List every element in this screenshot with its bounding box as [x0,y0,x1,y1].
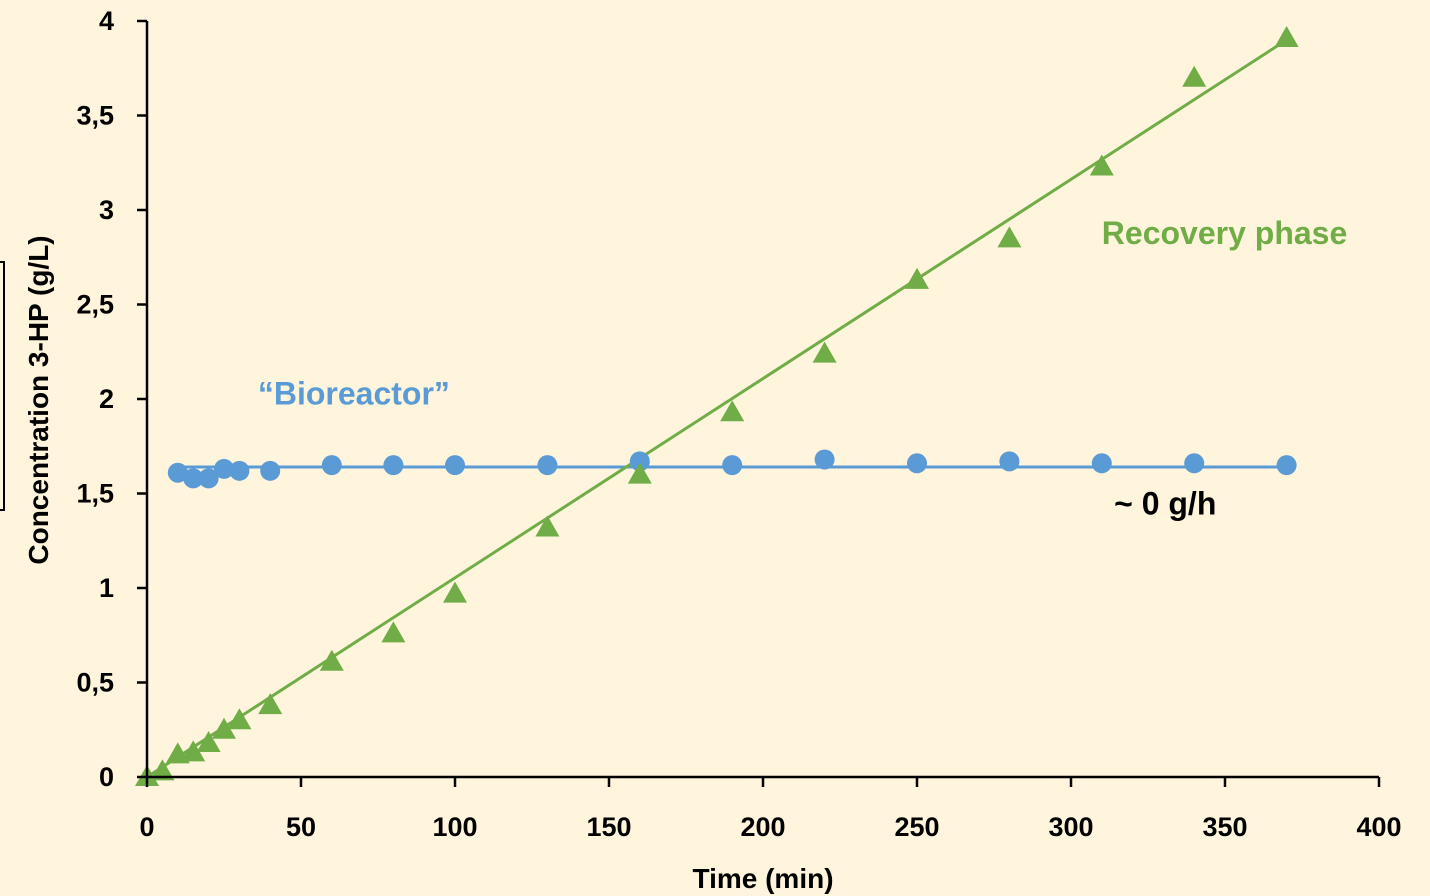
y-tick-label: 2,5 [76,290,114,320]
data-point-circle [999,451,1020,472]
data-point-triangle [627,462,652,484]
x-tick-label: 350 [1202,812,1247,842]
data-point-triangle [227,708,252,730]
x-tick-label: 300 [1048,812,1093,842]
data-point-triangle [443,581,467,603]
y-tick-label: 0 [99,762,114,792]
clipped-frame-left [0,261,5,511]
x-axis-title: Time (min) [692,863,833,894]
data-point-triangle [1182,65,1207,87]
data-point-triangle [258,693,283,715]
y-tick-label: 3,5 [76,101,114,131]
data-point-triangle [150,759,175,781]
x-tick-label: 100 [432,812,477,842]
data-point-circle [1276,455,1297,476]
data-point-circle [260,460,281,481]
points-layer [135,26,1299,786]
data-point-circle [229,460,250,481]
data-point-circle [722,455,743,476]
data-point-circle [445,455,465,476]
trendline-series-2 [146,38,1288,779]
data-point-circle [629,451,650,472]
data-point-triangle [381,621,406,643]
data-point-circle [537,455,558,476]
x-tick-label: 400 [1356,812,1401,842]
data-point-triangle [905,267,929,289]
data-point-triangle [1274,26,1299,48]
x-tick-label: 200 [740,812,785,842]
data-point-triangle [812,341,837,363]
data-point-circle [1184,453,1205,474]
y-tick-label: 1,5 [76,479,114,509]
data-point-circle [167,462,188,483]
x-tick-label: 250 [894,812,939,842]
data-point-circle [1091,453,1112,474]
data-point-circle [814,449,835,470]
y-tick-label: 3 [99,195,114,225]
data-point-triangle [535,515,560,537]
data-point-circle [214,458,234,479]
data-point-circle [383,455,404,476]
data-point-circle [321,455,342,476]
y-tick-label: 1 [99,573,114,603]
data-point-triangle [720,400,745,422]
annotation-label: “Bioreactor” [258,376,450,412]
data-point-triangle [212,717,236,739]
x-tick-label: 0 [139,812,154,842]
data-point-circle [907,453,927,474]
data-point-circle [198,468,219,489]
y-axis-title: Concentration 3-HP (g/L) [23,235,54,564]
data-point-triangle [196,730,221,752]
annotation-label: ~ 0 g/h [1114,485,1216,521]
data-point-triangle [319,649,344,671]
y-tick-label: 0,5 [76,668,114,698]
y-tick-label: 4 [99,6,114,36]
annotation-label: Recovery phase [1102,215,1347,251]
axes-layer: 0 0,5 1 1,5 2 2,5 3 3,5 4 0 50 100 150 200 250 300 350 40… [76,6,1401,842]
x-tick-label: 150 [586,812,631,842]
data-point-triangle [997,226,1022,248]
data-point-triangle [1089,154,1114,176]
x-tick-label: 50 [286,812,316,842]
y-tick-label: 2 [99,384,114,414]
data-point-triangle [181,740,206,762]
annotation-layer: “Bioreactor” Recovery phase ~ 0 g/h [258,215,1347,521]
data-point-circle [183,468,204,489]
